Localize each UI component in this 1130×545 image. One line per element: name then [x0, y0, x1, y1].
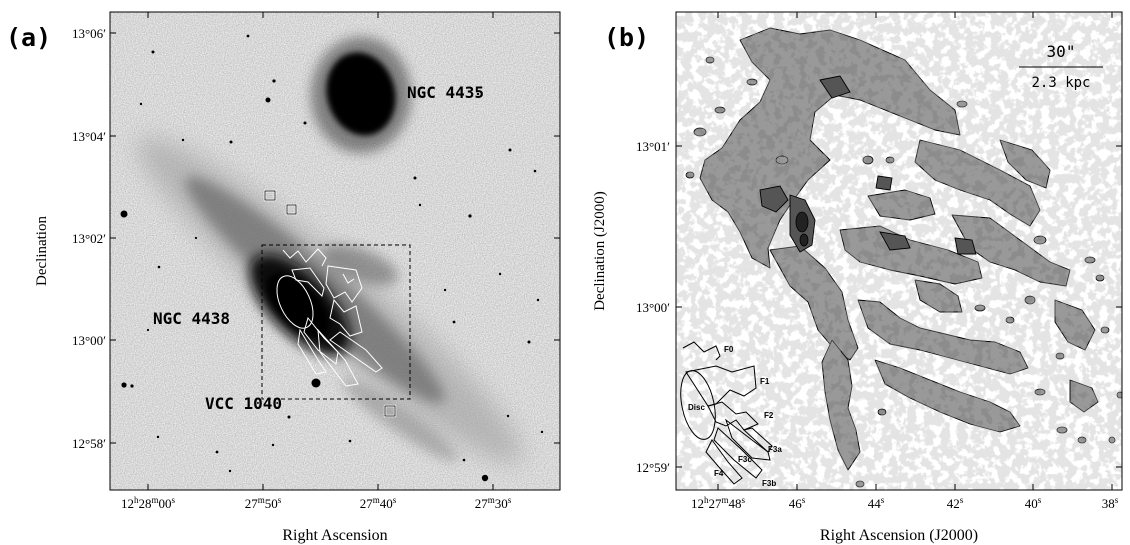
- ra-tick-label: 46s: [789, 495, 806, 511]
- scale-bar: 30" 2.3 kpc: [1019, 42, 1103, 91]
- ra-tick-label: 44s: [868, 495, 885, 511]
- region-label: Disc: [688, 403, 705, 412]
- panel-a: 13°06′ 13°04′ 13°02′ 13°00′ 12°58′ 12h28…: [6, 11, 561, 544]
- zoom-region-box: [261, 244, 411, 400]
- scale-bar-angular: 30": [1047, 42, 1076, 61]
- dec-tick-label: 13°04′: [72, 129, 106, 144]
- region-outlines: [680, 341, 773, 485]
- region-label: F3c: [738, 455, 752, 464]
- y-axis-label: Declination (J2000): [592, 191, 608, 311]
- ra-tick-label: 27m30s: [475, 495, 512, 511]
- dec-tick-label: 13°01′: [636, 139, 670, 154]
- ra-tick-label: 12h27m48s: [691, 495, 746, 511]
- contour-map: F0 F1 F2 Disc F3a F3c F3b F4: [676, 12, 1122, 490]
- ra-tick-label: 12h28m00s: [121, 495, 176, 511]
- panel-label-b: (b): [604, 23, 649, 52]
- panel-b: F0 F1 F2 Disc F3a F3c F3b F4 30" 2.3 kpc: [592, 11, 1123, 544]
- dec-tick-label: 13°06′: [72, 26, 106, 41]
- region-label: F3b: [762, 479, 776, 488]
- ra-tick-label: 38s: [1102, 495, 1119, 511]
- ra-tick-label: 27m50s: [245, 495, 282, 511]
- ra-tick-label: 40s: [1025, 495, 1042, 511]
- region-label: F2: [764, 411, 774, 420]
- x-axis-label: Right Ascension: [282, 527, 387, 544]
- dec-tick-label: 13°02′: [72, 231, 106, 246]
- region-label: F4: [714, 469, 724, 478]
- x-axis-label: Right Ascension (J2000): [820, 527, 978, 544]
- dec-tick-label: 12°58′: [72, 436, 106, 451]
- object-label-vcc1040: VCC 1040: [205, 394, 282, 413]
- dec-tick-label: 13°00′: [72, 333, 106, 348]
- y-axis-label: Declination: [34, 216, 50, 286]
- object-label-ngc4435: NGC 4435: [407, 83, 484, 102]
- scale-bar-physical: 2.3 kpc: [1031, 75, 1090, 91]
- region-outlines: [276, 248, 383, 387]
- dec-tick-label: 12°59′: [636, 460, 670, 475]
- dec-tick-label: 13°00′: [636, 300, 670, 315]
- region-label: F0: [724, 345, 734, 354]
- panel-label-a: (a): [6, 23, 51, 52]
- ra-tick-label: 42s: [947, 495, 964, 511]
- region-label: F3a: [768, 445, 782, 454]
- object-label-ngc4438: NGC 4438: [153, 309, 230, 328]
- ra-tick-label: 27m40s: [360, 495, 397, 511]
- optical-image: [110, 12, 560, 490]
- region-label: F1: [760, 377, 770, 386]
